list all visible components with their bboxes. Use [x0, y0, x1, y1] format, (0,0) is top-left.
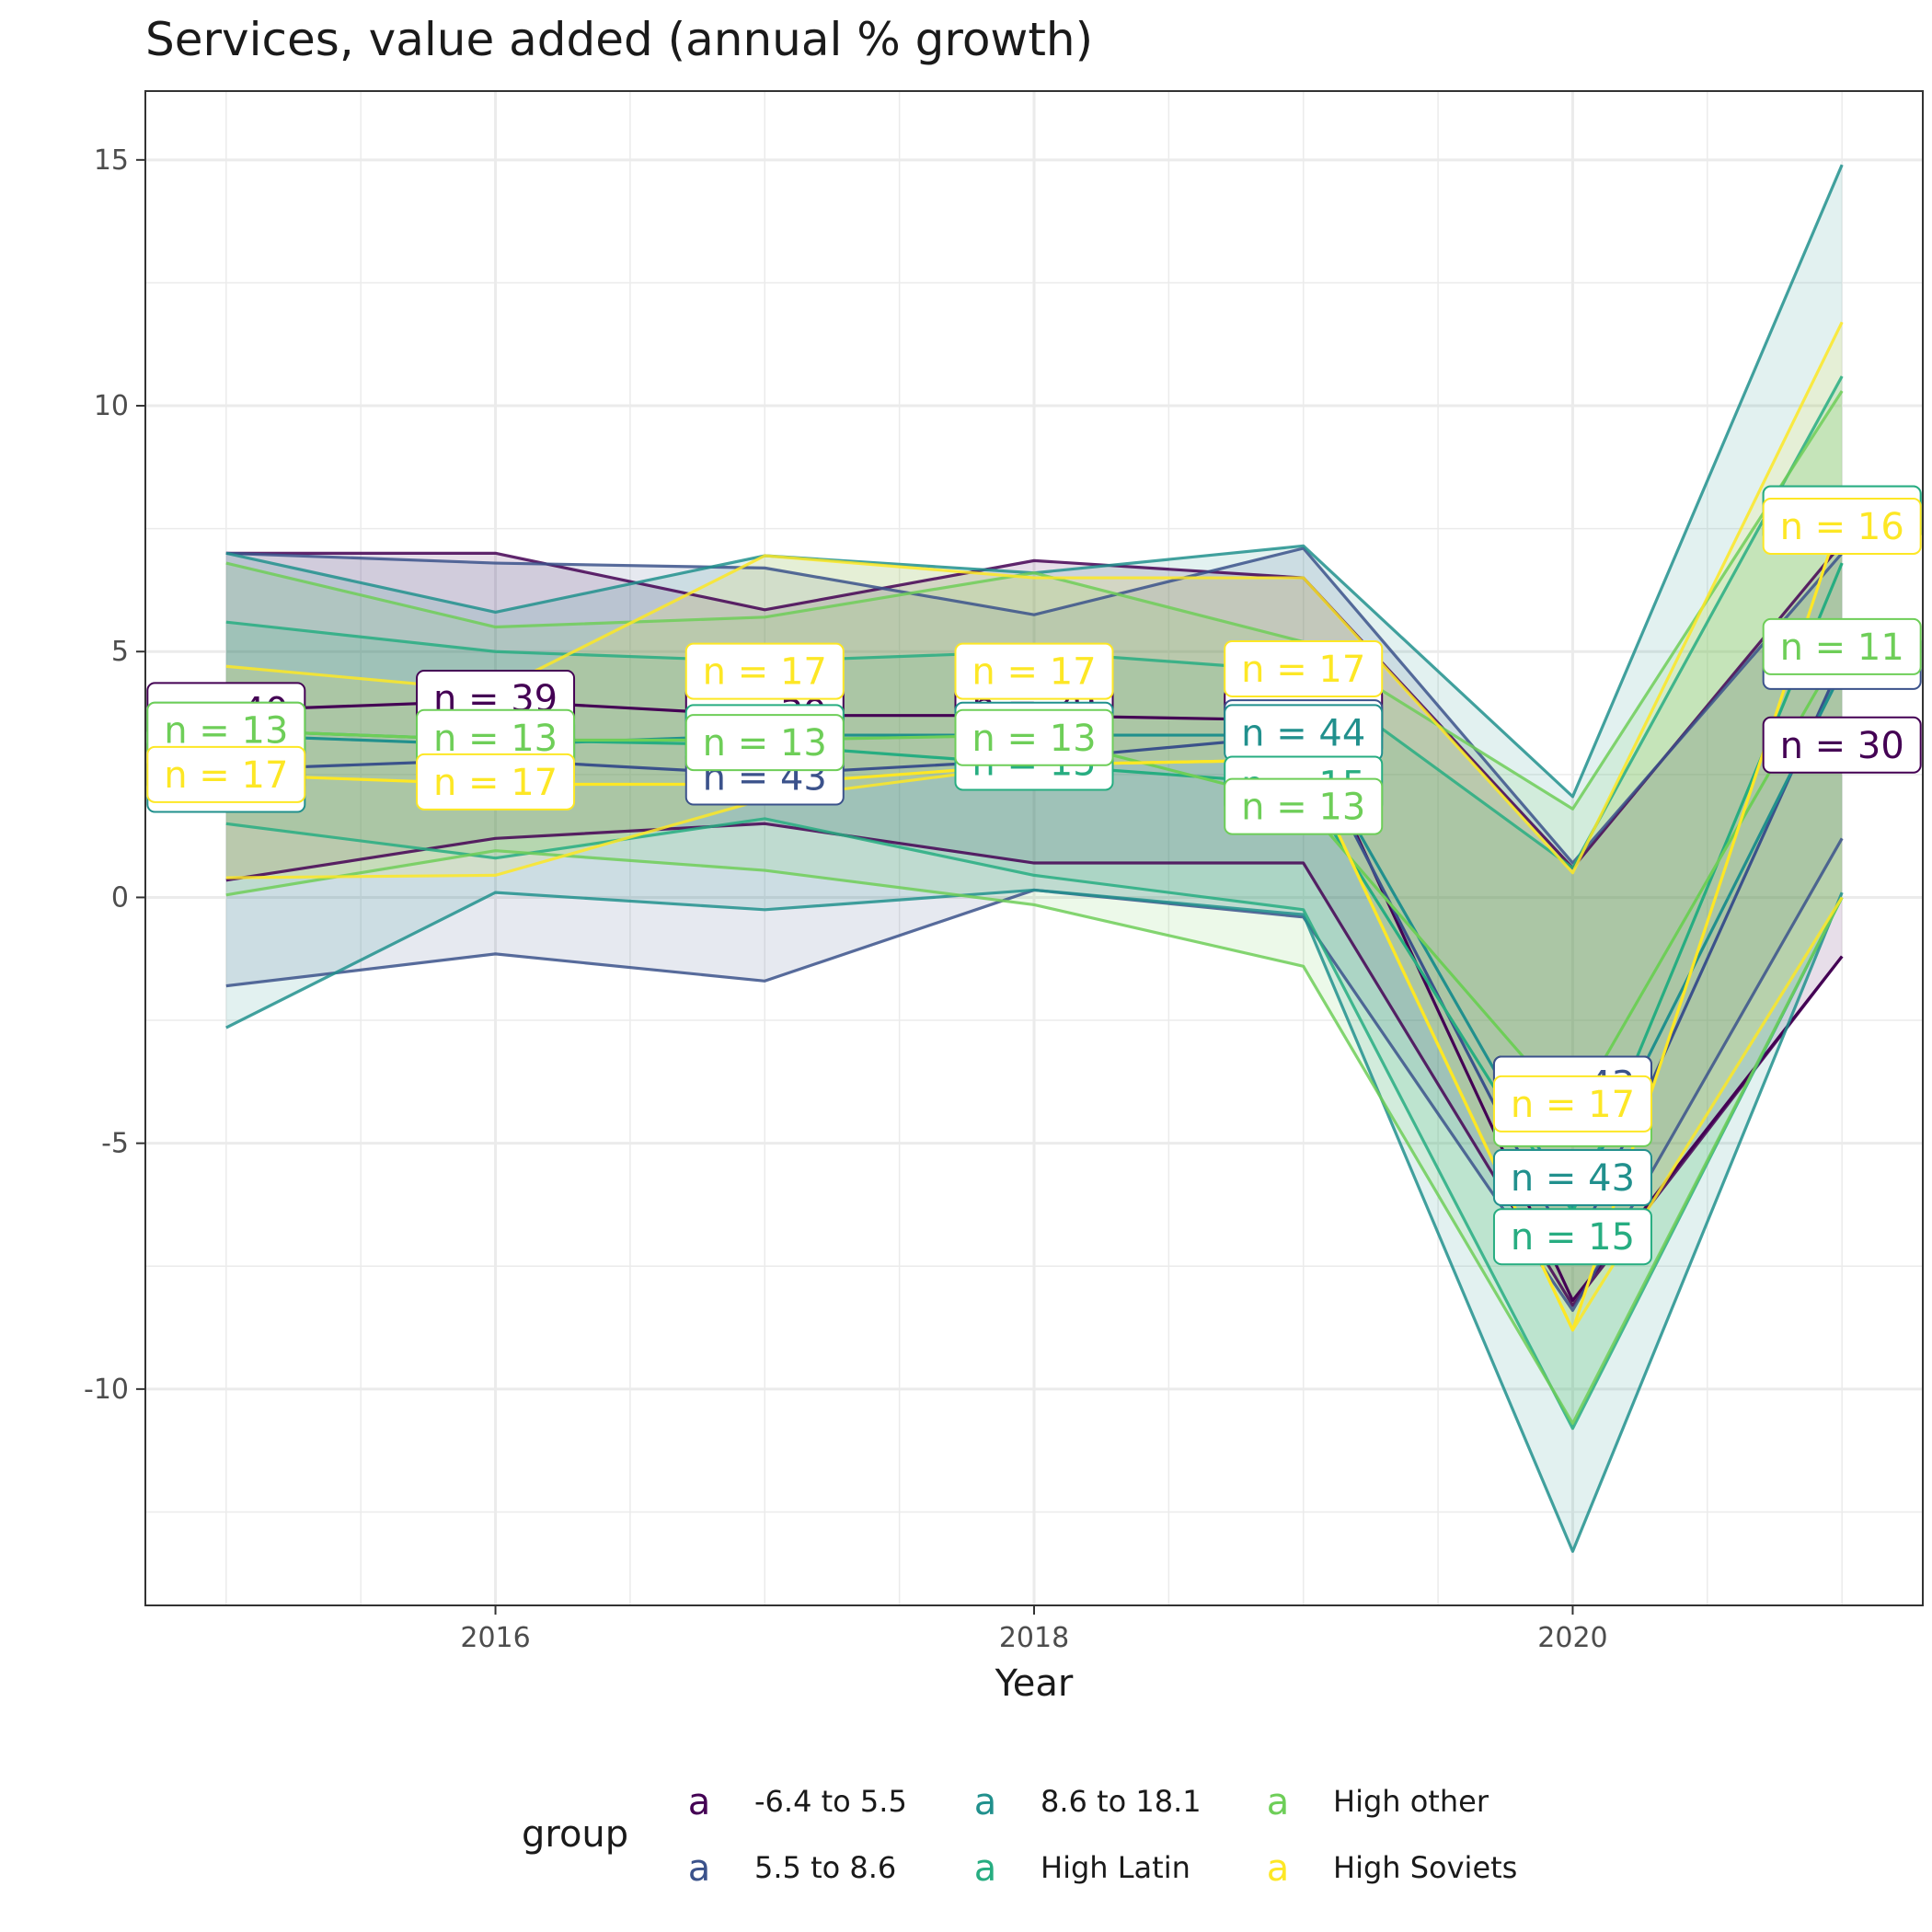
legend-key-glyph: a	[974, 1781, 997, 1823]
y-tick-label: 15	[94, 144, 129, 177]
n-label: n = 13	[972, 718, 1096, 760]
y-tick-label: -5	[101, 1128, 129, 1160]
n-label: n = 17	[164, 754, 288, 797]
legend-key-glyph: a	[974, 1847, 997, 1890]
series-lower-line	[225, 888, 1844, 1553]
legend-label: 8.6 to 18.1	[1041, 1784, 1202, 1819]
x-axis-title: Year	[995, 1662, 1074, 1705]
legend-title: group	[522, 1813, 628, 1856]
ribbon-band	[225, 543, 1843, 1306]
legend-label: High Latin	[1041, 1850, 1190, 1885]
n-label: n = 11	[1780, 627, 1904, 669]
n-label: n = 13	[1241, 787, 1365, 829]
n-label-box	[1762, 716, 1922, 774]
n-label: n = 15	[1511, 1216, 1635, 1259]
n-label: n = 13	[433, 718, 558, 760]
axis-layer: 15 10 5 0 -5 -10 2016 2018 2020	[84, 144, 1608, 1654]
n-label-box	[1492, 1149, 1652, 1207]
n-label-box	[1762, 617, 1922, 675]
n-label: n = 13	[703, 722, 827, 765]
n-label-box	[416, 753, 576, 811]
legend-label: -6.4 to 5.5	[754, 1784, 907, 1819]
series-upper-line	[225, 546, 1844, 865]
legend-key-glyph: a	[688, 1781, 711, 1823]
n-label-box	[684, 714, 845, 772]
n-label-box	[1492, 1208, 1652, 1266]
ribbon-layer	[225, 165, 1843, 1552]
legend: group a -6.4 to 5.5 a 5.5 to 8.6 a 8.6 to 18.1…	[522, 1781, 1517, 1890]
x-tick-label: 2018	[999, 1622, 1069, 1654]
x-tick-label: 2020	[1537, 1622, 1607, 1654]
ribbon-band	[225, 165, 1843, 1552]
series-lower-line	[225, 849, 1844, 1425]
x-tick-label: 2016	[460, 1622, 530, 1654]
n-label: n = 16	[1780, 506, 1904, 548]
n-label: n = 30	[1780, 725, 1904, 767]
n-label: n = 17	[1241, 649, 1365, 691]
y-tick-label: 5	[111, 636, 129, 668]
legend-label: High Soviets	[1333, 1850, 1517, 1885]
n-label: n = 43	[1511, 1157, 1635, 1200]
y-tick-label: -10	[84, 1374, 129, 1406]
legend-key-glyph: a	[1267, 1847, 1290, 1890]
n-label: n = 17	[1511, 1084, 1635, 1126]
n-label-box	[684, 642, 845, 700]
legend-label: 5.5 to 8.6	[754, 1850, 896, 1885]
ribbon-band	[225, 322, 1843, 1330]
series-lower-line	[225, 822, 1844, 1307]
n-label-box	[954, 708, 1114, 766]
n-label-box	[954, 642, 1114, 700]
y-tick-label: 0	[111, 881, 129, 914]
n-label: n = 44	[1241, 712, 1365, 754]
ribbon-band	[225, 375, 1843, 1429]
label-layer: n = 40n = 39n = 39n = 39n = 40n = 40n = …	[146, 485, 1922, 1266]
n-label-box	[1224, 777, 1384, 835]
ribbon-band	[225, 390, 1843, 1424]
n-label-box	[1762, 497, 1922, 555]
n-label: n = 17	[703, 651, 827, 694]
legend-key-glyph: a	[1267, 1781, 1290, 1823]
legend-key-glyph: a	[688, 1847, 711, 1890]
y-tick-label: 10	[94, 390, 129, 422]
n-label: n = 17	[972, 651, 1096, 694]
n-label: n = 17	[433, 762, 558, 804]
series-upper-line	[225, 390, 1844, 811]
n-label: n = 13	[164, 710, 288, 753]
series-lower-line	[225, 817, 1844, 1431]
n-label-box	[1224, 639, 1384, 697]
legend-label: High other	[1333, 1784, 1489, 1819]
chart-title: Services, value added (annual % growth)	[145, 13, 1094, 66]
n-label-box	[1492, 1075, 1652, 1133]
n-label-box	[146, 745, 306, 803]
